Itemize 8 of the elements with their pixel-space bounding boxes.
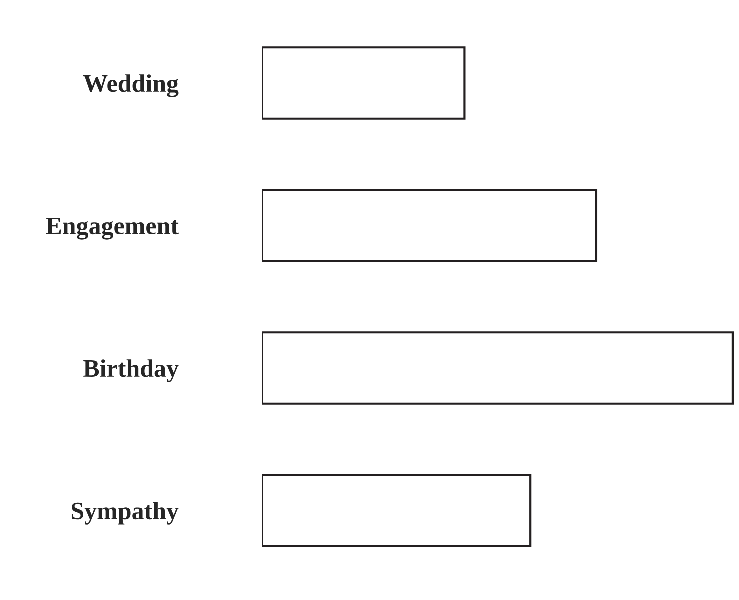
y-tick-label: Wedding — [83, 74, 179, 98]
bar — [262, 189, 598, 262]
y-tick-label: Birthday — [84, 360, 179, 382]
bar — [262, 46, 466, 120]
y-tick-label: Sympathy — [72, 502, 179, 525]
y-tick-label: Engagement — [46, 218, 179, 240]
bar — [262, 332, 734, 405]
bar — [262, 474, 532, 548]
